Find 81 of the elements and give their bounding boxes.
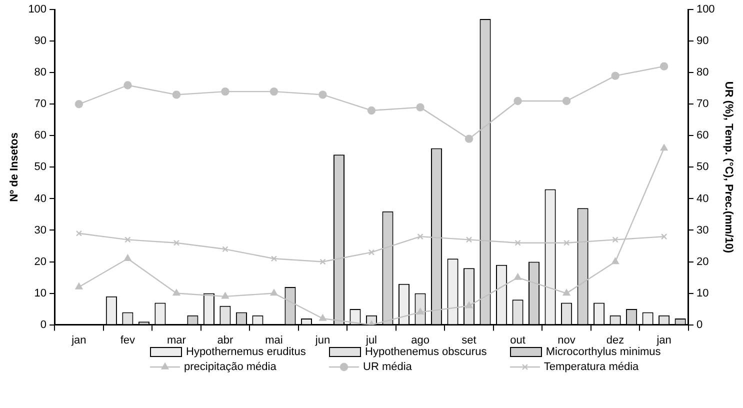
point xyxy=(514,240,521,246)
x-tick-label: fev xyxy=(120,334,136,346)
point xyxy=(270,87,278,96)
point xyxy=(173,240,180,246)
y-tick-label: 70 xyxy=(34,98,47,110)
y2-tick-label: 50 xyxy=(696,161,709,174)
point xyxy=(562,96,571,106)
legend-label: Hypothernemus eruditus xyxy=(186,346,306,358)
point xyxy=(612,258,619,264)
point xyxy=(417,233,424,240)
point xyxy=(563,240,570,246)
y2-tick-label: 100 xyxy=(696,4,715,16)
point xyxy=(660,62,668,70)
point xyxy=(124,254,132,261)
y-tick-label: 80 xyxy=(34,66,47,79)
legend-label: precipitação média xyxy=(184,361,276,373)
point xyxy=(612,236,618,243)
y-tick-label: 50 xyxy=(34,161,47,174)
point xyxy=(319,314,326,321)
point xyxy=(367,106,376,115)
x-tick-label: out xyxy=(510,334,526,346)
x-tick-label: nov xyxy=(558,334,576,346)
x-tick-label: dez xyxy=(606,334,624,346)
y2-tick-label: 80 xyxy=(696,66,709,79)
point xyxy=(76,230,82,236)
y2-tick-label: 70 xyxy=(696,98,709,110)
point xyxy=(562,289,570,296)
y2-tick-label: 90 xyxy=(696,35,709,48)
y2-tick-label: 60 xyxy=(696,130,709,142)
point xyxy=(611,72,620,80)
point xyxy=(172,90,181,99)
point xyxy=(660,233,668,240)
y-tick-label: 40 xyxy=(34,192,47,205)
point xyxy=(172,289,180,296)
point xyxy=(320,258,326,265)
y2-tick-label: 20 xyxy=(696,256,709,268)
y2-axis-title: UR (%), Temp. (°C), Prec.(mm/10) xyxy=(722,81,734,254)
point xyxy=(416,308,424,315)
y-tick-label: 100 xyxy=(28,4,47,16)
x-tick-label: mar xyxy=(166,334,186,346)
point xyxy=(464,134,474,143)
x-tick-label: jan xyxy=(70,334,86,346)
y-tick-label: 0 xyxy=(40,318,47,331)
point xyxy=(318,90,327,99)
y-tick-label: 60 xyxy=(34,130,47,142)
point xyxy=(222,246,228,252)
y2-tick-label: 40 xyxy=(696,192,709,205)
y-tick-label: 20 xyxy=(34,256,47,268)
legend-label: Temperatura média xyxy=(544,361,639,373)
x-tick-label: ago xyxy=(411,334,430,346)
x-tick-label: mai xyxy=(265,334,283,346)
y-axis-title: Nº de Insetos xyxy=(8,132,21,202)
point xyxy=(416,103,424,112)
y2-tick-label: 10 xyxy=(696,287,709,300)
point xyxy=(368,249,375,256)
point xyxy=(270,289,278,296)
point xyxy=(75,282,83,290)
point xyxy=(221,87,230,96)
point xyxy=(222,292,229,299)
y2-tick-label: 30 xyxy=(696,224,709,236)
y2-tick-label: 0 xyxy=(696,318,703,331)
legend-label: Hypothenemus obscurus xyxy=(365,346,487,358)
y-tick-label: 10 xyxy=(34,287,47,300)
y-tick-label: 90 xyxy=(34,35,47,48)
point xyxy=(466,236,472,243)
point xyxy=(74,100,84,108)
x-tick-label: jan xyxy=(656,334,672,346)
legend-label: Microcorthylus minimus xyxy=(546,346,661,358)
point xyxy=(514,273,522,280)
point xyxy=(270,256,278,262)
x-tick-label: set xyxy=(462,334,476,346)
x-tick-label: abr xyxy=(217,334,234,346)
point xyxy=(514,96,522,106)
legend-label: UR média xyxy=(363,361,412,373)
point xyxy=(660,144,668,151)
point xyxy=(124,236,131,243)
x-tick-label: jul xyxy=(364,334,378,346)
x-tick-label: jun xyxy=(314,334,330,346)
point xyxy=(124,81,132,90)
point xyxy=(465,302,473,308)
y-tick-label: 30 xyxy=(34,224,47,236)
